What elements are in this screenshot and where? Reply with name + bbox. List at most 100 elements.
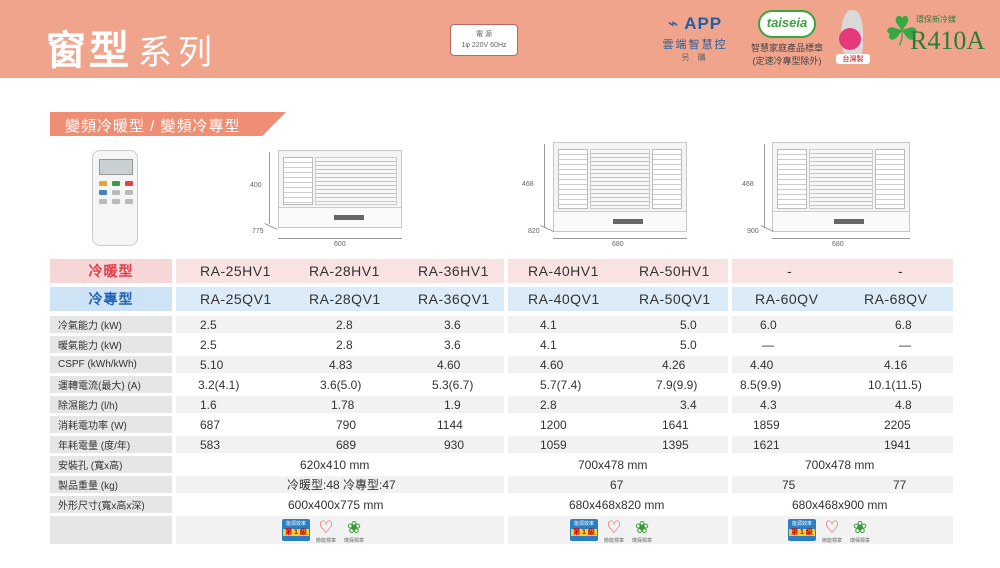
made-in-label: 台灣製 bbox=[836, 54, 870, 64]
weight-value: 77 bbox=[893, 477, 907, 492]
header-banner: 窗型 系列 電 源 1φ 220V 60Hz ⌁ APP 雲端智慧控 另 購 t… bbox=[0, 0, 1000, 78]
spec-value: 2.8 bbox=[336, 317, 353, 332]
spec-value: 2.8 bbox=[540, 397, 557, 412]
energy-badges-group-2: 能源效率第 1 級 ♡ 節能標章 ❀ 環保標章 bbox=[570, 519, 654, 544]
remote-key bbox=[112, 199, 120, 204]
dim-line bbox=[269, 152, 270, 224]
weight-value: 75 bbox=[782, 477, 796, 492]
badge-label-empty bbox=[50, 516, 172, 544]
spec-value: 1859 bbox=[753, 417, 780, 432]
spec-value: — bbox=[762, 337, 774, 352]
dim-height-2: 468 bbox=[522, 181, 534, 188]
spec-value: 10.1(11.5) bbox=[868, 377, 922, 392]
spec-value: 4.3 bbox=[760, 397, 777, 412]
energy-badges-group-3: 能源效率第 1 級 ♡ 節能標章 ❀ 環保標章 bbox=[788, 519, 872, 544]
heart-icon: ♡ bbox=[318, 518, 334, 537]
size-value: 680x468x900 mm bbox=[792, 497, 888, 512]
model-cell: RA-60QV bbox=[755, 291, 819, 307]
power-spec-box: 電 源 1φ 220V 60Hz bbox=[450, 24, 518, 56]
remote-key bbox=[125, 199, 133, 204]
spec-value: 2.5 bbox=[200, 337, 217, 352]
spec-value: 3.6 bbox=[444, 337, 461, 352]
model-cell: - bbox=[898, 263, 904, 279]
spec-value: 3.2(4.1) bbox=[198, 377, 240, 392]
remote-key bbox=[125, 190, 133, 195]
model-cell: RA-50HV1 bbox=[639, 263, 710, 279]
spec-value: 6.0 bbox=[760, 317, 777, 332]
spec-label: 冷氣能力 (kW) bbox=[50, 316, 172, 333]
table-row-heat-models: 冷暖型 RA-25HV1 RA-28HV1 RA-36HV1 RA-40HV1 … bbox=[50, 259, 953, 283]
spec-value: 4.26 bbox=[662, 357, 686, 372]
category-label: 變頻冷暖型 / 變頻冷專型 bbox=[65, 118, 241, 135]
energy-efficiency-badge: 能源效率第 1 級 bbox=[570, 519, 598, 541]
spec-value: 1.6 bbox=[200, 397, 217, 412]
table-row-weight: 製品重量 (kg) 冷暖型:48 冷專型:47 67 75 77 bbox=[50, 476, 953, 493]
taiseia-line1: 智慧家庭產品標章 bbox=[750, 43, 823, 53]
taiseia-badge: taiseia 智慧家庭產品標章 (定速冷專型除外) bbox=[744, 10, 830, 67]
install-label: 安裝孔 (寬x高) bbox=[50, 456, 172, 473]
spec-value: 1.78 bbox=[331, 397, 355, 412]
spec-label: 運轉電流(最大) (A) bbox=[50, 376, 172, 393]
dim-line bbox=[544, 144, 545, 228]
table-row: 年耗電量 (度/年) 583 689 930 1059 1395 1621 19… bbox=[50, 436, 953, 453]
remote-key bbox=[99, 181, 107, 186]
clover-icon: ☘ bbox=[884, 10, 920, 54]
spec-value: 583 bbox=[200, 437, 221, 452]
spec-value: 5.3(6.7) bbox=[432, 377, 474, 392]
spec-value: 3.4 bbox=[680, 397, 697, 412]
energy-efficiency-badge: 能源效率第 1 級 bbox=[282, 519, 310, 541]
spec-value: 1395 bbox=[662, 437, 689, 452]
table-row: 消耗電功率 (W) 687 790 1144 1200 1641 1859 22… bbox=[50, 416, 953, 433]
refrigerant-note: 環保新冷媒 bbox=[916, 15, 956, 24]
dim-line bbox=[278, 238, 402, 239]
model-cell: RA-28QV1 bbox=[309, 291, 381, 307]
green-mark-badge: ❀ 環保標章 bbox=[343, 518, 364, 545]
model-cell: RA-28HV1 bbox=[309, 263, 380, 279]
spec-label: 消耗電功率 (W) bbox=[50, 416, 172, 433]
title-sub: 系列 bbox=[138, 34, 218, 72]
model-cell: RA-25QV1 bbox=[200, 291, 272, 307]
spec-label: CSPF (kWh/kWh) bbox=[50, 356, 172, 373]
spec-label: 年耗電量 (度/年) bbox=[50, 436, 172, 453]
spec-value: 4.1 bbox=[540, 317, 557, 332]
power-title: 電 源 bbox=[476, 31, 492, 38]
spec-value: 1059 bbox=[540, 437, 567, 452]
taiseia-logo: taiseia bbox=[758, 10, 816, 38]
dim-line bbox=[553, 238, 687, 239]
leaf-icon: ❀ bbox=[346, 518, 362, 537]
energy-saving-badge: ♡ 節能標章 bbox=[315, 518, 336, 545]
remote-key bbox=[112, 181, 120, 186]
spec-value: 4.60 bbox=[437, 357, 461, 372]
spec-value: 4.60 bbox=[540, 357, 564, 372]
unit-grille bbox=[315, 157, 397, 205]
power-value: 1φ 220V 60Hz bbox=[461, 42, 507, 49]
unit-front-panel bbox=[554, 211, 686, 231]
size-label: 外形尺寸(寬x高x深) bbox=[50, 496, 172, 513]
unit-louver-left bbox=[777, 149, 807, 209]
app-name: 雲端智慧控 bbox=[662, 39, 728, 51]
model-cell: RA-36HV1 bbox=[418, 263, 489, 279]
refrigerant-name: R410A bbox=[910, 26, 986, 55]
dim-line bbox=[540, 225, 554, 232]
spec-value: 5.0 bbox=[680, 337, 697, 352]
spec-value: 930 bbox=[444, 437, 465, 452]
dim-width-2: 680 bbox=[612, 241, 624, 248]
spec-value: 2.5 bbox=[200, 317, 217, 332]
install-value: 700x478 mm bbox=[578, 457, 648, 472]
ac-unit-image-large bbox=[772, 142, 910, 232]
weight-value: 冷暖型:48 冷專型:47 bbox=[287, 478, 396, 492]
green-mark-badge: ❀ 環保標章 bbox=[631, 518, 652, 545]
dim-height-1: 400 bbox=[250, 182, 262, 189]
remote-control-image bbox=[92, 150, 138, 246]
dim-depth-1: 775 bbox=[252, 228, 264, 235]
table-row-size: 外形尺寸(寬x高x深) 600x400x775 mm 680x468x820 m… bbox=[50, 496, 953, 513]
spec-value: 4.1 bbox=[540, 337, 557, 352]
page-title: 窗型 系列 bbox=[46, 18, 218, 76]
spec-value: 687 bbox=[200, 417, 221, 432]
spec-value: 5.0 bbox=[680, 317, 697, 332]
spec-value: 6.8 bbox=[895, 317, 912, 332]
cool-type-label: 冷專型 bbox=[50, 287, 172, 311]
spec-value: 5.10 bbox=[200, 357, 224, 372]
heart-icon: ♡ bbox=[824, 518, 840, 537]
app-logo: ⌁ APP bbox=[667, 14, 723, 33]
